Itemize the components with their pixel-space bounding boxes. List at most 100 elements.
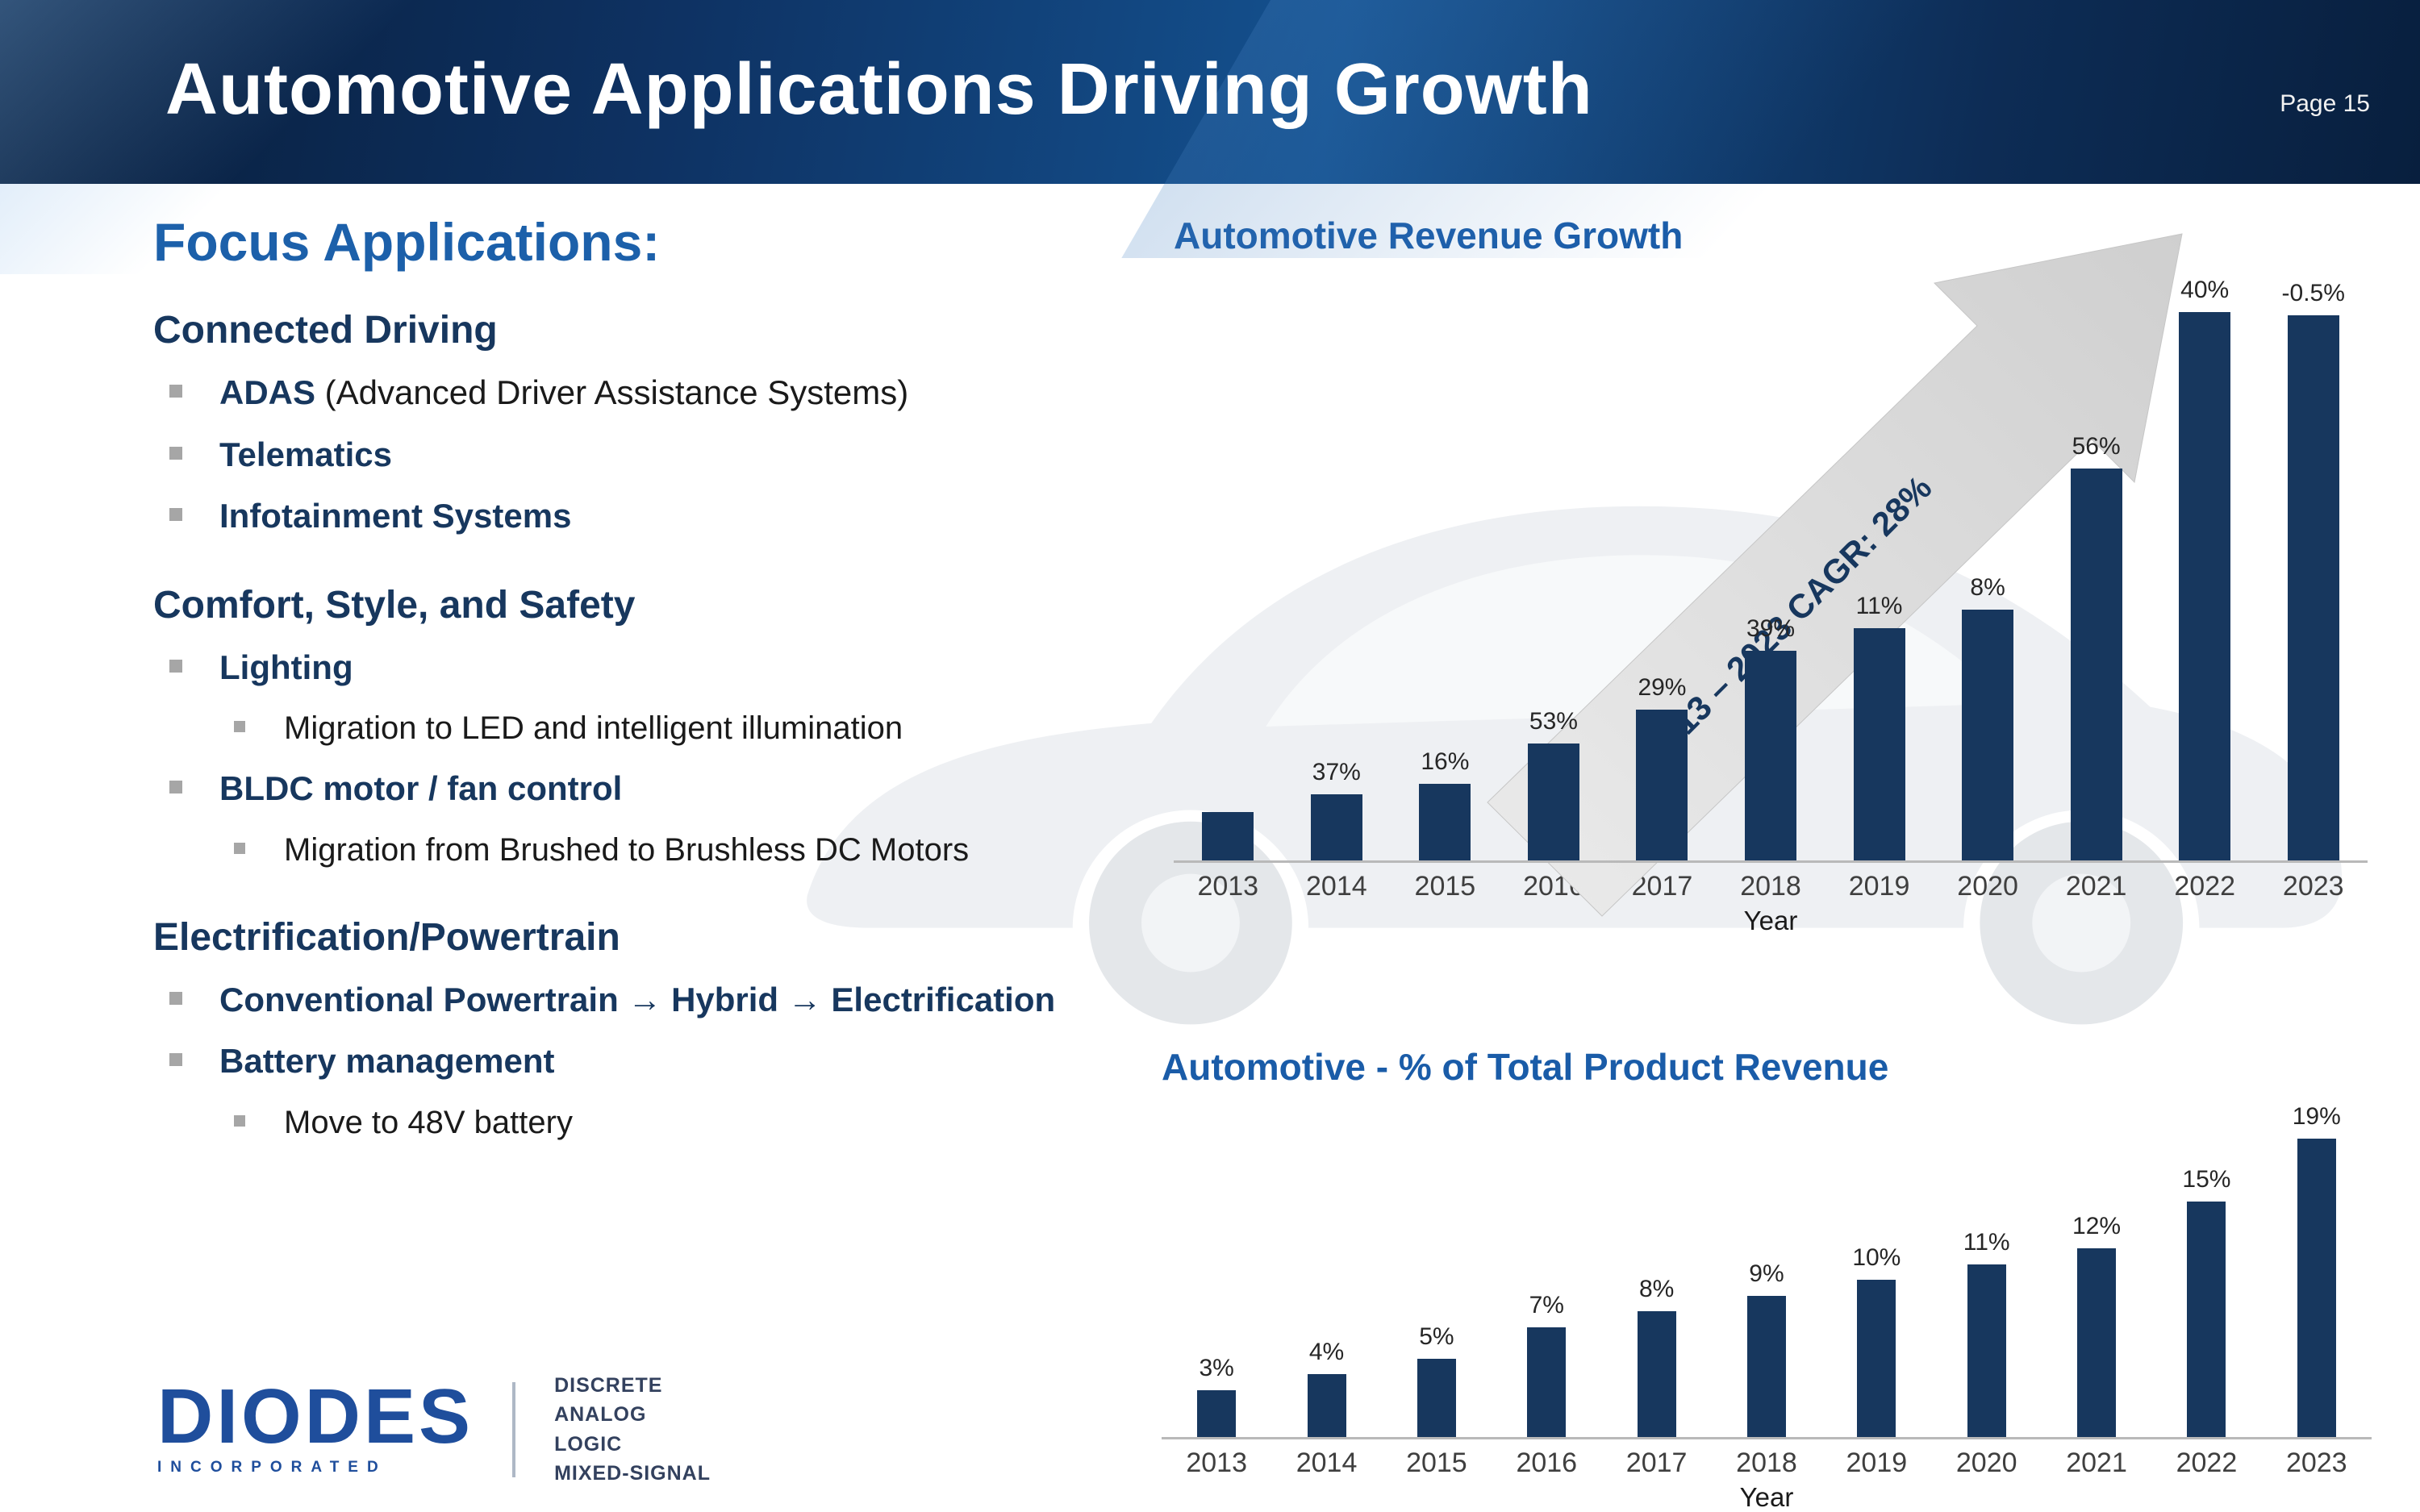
year-label: 2014 [1296,1447,1358,1478]
bullet-item: Conventional Powertrain → Hybrid → Elect… [153,979,1081,1022]
bar [1527,744,1579,860]
year-label: 2016 [1523,871,1584,902]
bar [1746,1296,1786,1437]
year-label: 2021 [2066,1447,2127,1478]
tagline-line: LOGIC [554,1432,623,1456]
product-tagline: DISCRETE ANALOG LOGIC MIXED-SIGNAL [554,1371,711,1488]
pct-of-revenue-chart: Automotive - % of Total Product Revenue … [1162,1045,2372,1512]
bullet-list: Conventional Powertrain → Hybrid → Elect… [153,979,1081,1143]
year-label: 2015 [1414,871,1476,902]
bar [1745,651,1796,860]
bar-value-label: 5% [1419,1323,1454,1350]
year-label: 2018 [1740,871,1801,902]
tagline-line: ANALOG [554,1403,647,1427]
bar [1857,1280,1896,1437]
bar-value-label: 11% [1963,1229,2010,1256]
bullet-marker-icon [169,659,182,673]
bar-column: 40% [2151,277,2259,860]
bar [1417,1359,1456,1437]
bar [2077,1248,2117,1437]
bar-value-label: 8% [1638,1276,1675,1302]
bar-column: 53% [1500,708,1608,860]
bar-value-label: 3% [1199,1355,1234,1381]
bar-column: 56% [2042,433,2151,860]
bullet-list: Lighting Migration to LED and intelligent… [153,647,1081,870]
bar [2070,469,2122,860]
tagline-line: DISCRETE [554,1374,663,1397]
bar-value-label: 9% [1749,1260,1784,1287]
bullet-bold-text: Conventional Powertrain → Hybrid → Elect… [219,980,1056,1018]
bullet-marker-icon [169,781,182,793]
bullet-marker-icon [234,1114,245,1127]
bar-column [1174,777,1283,860]
bullet-item: Battery management [153,1040,1081,1083]
year-label: 2020 [1955,1447,2017,1478]
bar [2287,315,2339,860]
bar-value-label: 10% [1852,1244,1901,1271]
bar-column: 15% [2151,1166,2261,1437]
bullet-item: ADAS (Advanced Driver Assistance Systems… [153,372,1081,414]
bullet-bold-text: BLDC motor / fan control [219,769,623,807]
bar-column: 10% [1821,1244,1931,1437]
bullet-item: BLDC motor / fan control [153,768,1081,810]
year-label: 2019 [1848,871,1910,902]
year-label: 2018 [1736,1447,1797,1478]
bullet-marker-icon [169,385,182,398]
bar-column: 37% [1283,759,1392,860]
bar [1527,1327,1567,1437]
year-label: 2015 [1406,1447,1467,1478]
year-label: 2023 [2285,1447,2347,1478]
bar-column: 8% [1601,1276,1711,1437]
bullet-marker-icon [169,508,182,521]
bar-value-label: 39% [1746,615,1796,642]
bar [2297,1139,2336,1437]
year-label: 2019 [1846,1447,1908,1478]
focus-section-list: Connected Driving ADAS (Advanced Driver A… [153,308,1081,1143]
focus-section: Electrification/Powertrain Conventional P… [153,915,1081,1143]
bar [2187,1202,2226,1437]
bar-plot-area: 3% 4% 5% 7% 8% 9% 10% 11% 12% 15% 19% [1162,1098,2372,1439]
diodes-logo: DIODES [157,1373,474,1460]
bar-column: 9% [1712,1260,1821,1437]
bar-plot-area: 37% 16% 53% 29% 39% 11% 8% 56% 40% -0.5% [1174,267,2368,863]
footer: DIODES INCORPORATED DISCRETE ANALOG LOGI… [157,1371,711,1488]
year-label: 2021 [2065,871,2127,902]
bullet-item: Infotainment Systems [153,495,1081,538]
bullet-marker-icon [234,721,245,732]
bullet-list: ADAS (Advanced Driver Assistance Systems… [153,372,1081,538]
bar-value-label: -0.5% [2281,280,2345,306]
bullet-bold-text: Battery management [219,1042,555,1080]
section-title: Comfort, Style, and Safety [153,583,636,627]
bullet-text: Move to 48V battery [284,1104,573,1140]
year-label: 2023 [2282,871,2344,902]
bar-column: 11% [1825,593,1934,860]
bar [1202,812,1254,860]
bar [1307,1374,1346,1437]
bar-value-label: 37% [1312,759,1361,785]
slide-title: Automotive Applications Driving Growth [165,49,1593,130]
bar-column: 12% [2042,1213,2151,1437]
bullet-item: Lighting [153,647,1081,689]
x-axis-title: Year [1739,1482,1794,1512]
bullet-bold-text: Lighting [219,648,353,686]
bar [1419,784,1471,860]
bar-column: 29% [1608,674,1717,860]
bullet-text: Migration from Brushed to Brushless DC M… [284,831,970,868]
focus-applications-section: Focus Applications: Connected DrivingADA… [153,211,1081,1156]
focus-section: Comfort, Style, and Safety Lighting Migrat… [153,583,1081,870]
bar-value-label: 56% [2072,433,2121,460]
tagline-line: MIXED-SIGNAL [554,1461,711,1485]
bar-value-label: 29% [1638,674,1687,701]
year-label: 2016 [1516,1447,1578,1478]
chart-title: Automotive - % of Total Product Revenue [1162,1046,1889,1088]
bar-column: 3% [1162,1355,1271,1437]
section-title: Electrification/Powertrain [153,915,620,959]
bar-column: 7% [1492,1292,1601,1437]
page-number: Page 15 [2280,90,2370,117]
year-label: 2022 [2174,871,2236,902]
year-label: 2013 [1197,871,1259,902]
bullet-marker-icon [234,842,245,854]
bar-value-label: 12% [2072,1213,2122,1239]
bar-value-label: 53% [1529,708,1578,735]
